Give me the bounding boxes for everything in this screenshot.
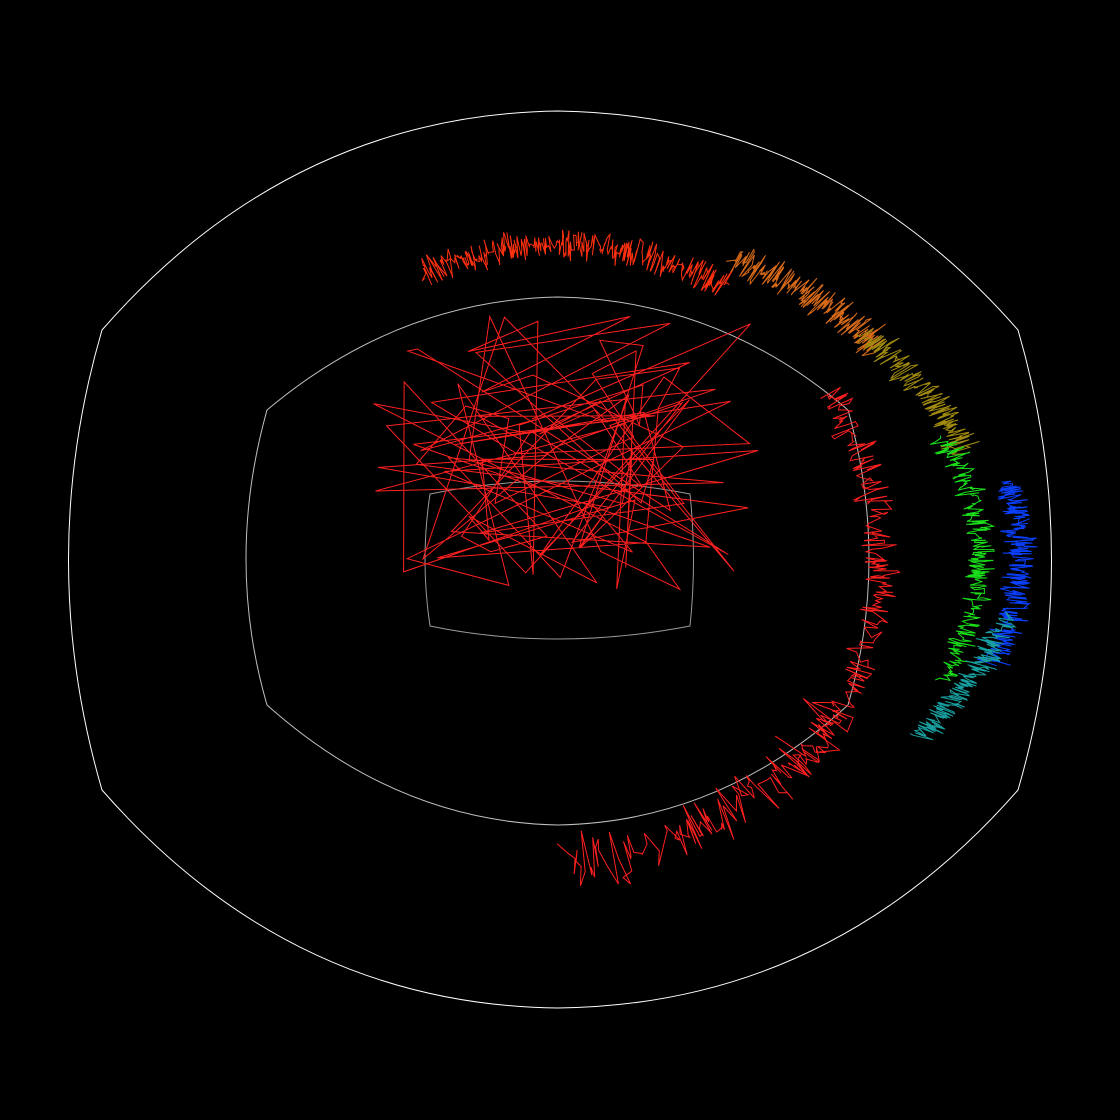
inner-boundary (424, 480, 694, 640)
lower-red-arc-trace (556, 698, 854, 887)
inner-tangle-trace (373, 314, 759, 591)
green-arc-trace (929, 435, 996, 682)
orange-arc-trace (726, 248, 886, 357)
outer-boundary (68, 110, 1052, 1009)
olive-arc-trace (855, 328, 980, 455)
trace-layer (373, 229, 1038, 887)
upper-arc-trace (421, 229, 734, 296)
teal-arc-trace (909, 611, 1017, 741)
blue-arc-trace (977, 480, 1038, 667)
right-red-arc-trace (787, 386, 901, 777)
